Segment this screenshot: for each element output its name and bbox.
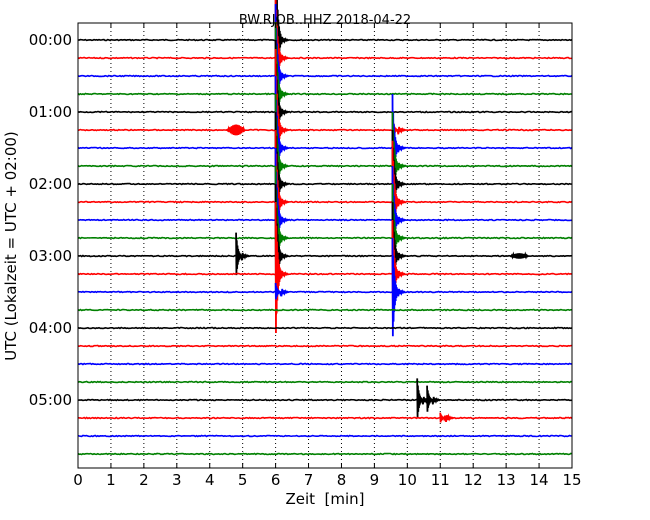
trace-line [77,254,573,258]
y-tick-label: 03:00 [29,247,72,265]
trace-line [77,290,573,294]
x-tick-label: 9 [370,471,380,489]
trace-line [77,164,573,168]
seismic-event [391,183,406,283]
trace-line [77,110,573,114]
seismic-event [439,412,454,423]
seismic-event [391,129,406,229]
x-tick-label: 2 [139,471,149,489]
trace-line [77,182,573,186]
seismic-event [274,165,290,297]
x-tick-label: 1 [106,471,116,489]
trace-line [77,434,573,438]
seismic-event [274,93,290,225]
seismic-event [391,201,406,301]
seismic-event [426,385,441,412]
plot-frame [77,22,573,469]
seismic-event [274,3,290,135]
y-tick-label: 02:00 [29,175,72,193]
y-tick-label: 01:00 [29,103,72,121]
y-tick-label: 00:00 [29,31,72,49]
trace-line [77,38,573,42]
trace-line [77,380,573,384]
trace-line [77,308,573,312]
trace-line [77,452,573,456]
trace-line [77,344,573,348]
seismic-event [274,201,290,333]
x-tick-label: 0 [73,471,83,489]
seismic-event [274,183,290,315]
trace-line [77,92,573,96]
seismic-event [391,111,406,211]
seismic-event [274,282,290,300]
x-tick-label: 6 [271,471,281,489]
seismic-event [274,75,290,207]
seismic-event [391,219,406,319]
x-tick-label: 5 [238,471,248,489]
y-tick-label: 05:00 [29,391,72,409]
seismic-event [274,0,290,117]
y-ticks: 00:00 01:00 02:00 03:00 04:00 05:00 [29,31,572,409]
x-tick-label: 15 [562,471,581,489]
trace-line [77,398,573,402]
seismic-event [226,124,246,136]
chart-title: BW.RJOB..HHZ 2018-04-22 [239,13,411,28]
seismic-event [274,0,290,123]
x-tick-label: 4 [205,471,215,489]
x-tick-label: 10 [398,471,417,489]
trace-line [77,146,573,150]
seismic-event [391,165,406,265]
seismic-event [391,93,406,193]
seismic-event [274,111,290,243]
traces-layer [77,0,573,456]
trace-line [77,74,573,78]
x-tick-label: 3 [172,471,182,489]
trace-line [77,416,573,420]
seismic-event [274,48,290,197]
x-ticks: 0 1 2 3 4 5 6 7 8 9 10 11 12 13 14 15 [73,23,582,489]
x-tick-label: 8 [337,471,347,489]
y-tick-label: 04:00 [29,319,72,337]
x-tick-label: 13 [497,471,516,489]
trace-line [77,56,573,60]
trace-line [77,326,573,330]
x-tick-label: 7 [304,471,314,489]
seismic-event [274,129,290,261]
trace-line [77,272,573,276]
seismic-event [509,251,529,260]
seismic-event [274,147,290,279]
trace-line [77,200,573,204]
x-axis-label: Zeit [min] [285,490,364,508]
x-tick-label: 12 [464,471,483,489]
x-tick-label: 14 [530,471,549,489]
seismic-event [391,140,406,253]
x-tick-label: 11 [431,471,450,489]
trace-line [77,362,573,366]
trace-line [77,236,573,240]
y-axis-label: UTC (Lokalzeit = UTC + 02:00) [2,131,20,361]
seismic-event [235,232,250,276]
grid-layer [110,23,540,468]
trace-line [77,128,573,132]
trace-line [77,218,573,222]
seismic-event [391,237,406,337]
seismic-event [274,21,290,153]
